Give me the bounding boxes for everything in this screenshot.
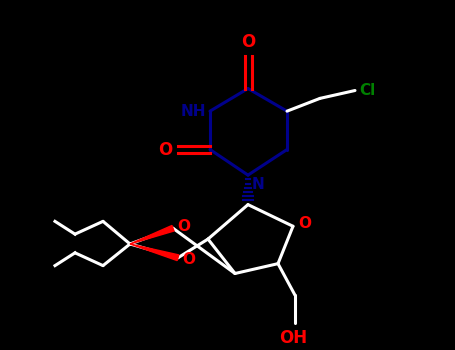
Polygon shape bbox=[130, 244, 179, 261]
Text: O: O bbox=[177, 219, 190, 234]
Polygon shape bbox=[130, 225, 174, 244]
Text: Cl: Cl bbox=[359, 83, 375, 98]
Text: O: O bbox=[182, 252, 195, 267]
Text: O: O bbox=[158, 141, 172, 159]
Text: O: O bbox=[298, 216, 311, 231]
Text: O: O bbox=[241, 33, 255, 51]
Text: NH: NH bbox=[181, 104, 206, 119]
Text: N: N bbox=[252, 177, 265, 192]
Text: OH: OH bbox=[279, 329, 307, 346]
